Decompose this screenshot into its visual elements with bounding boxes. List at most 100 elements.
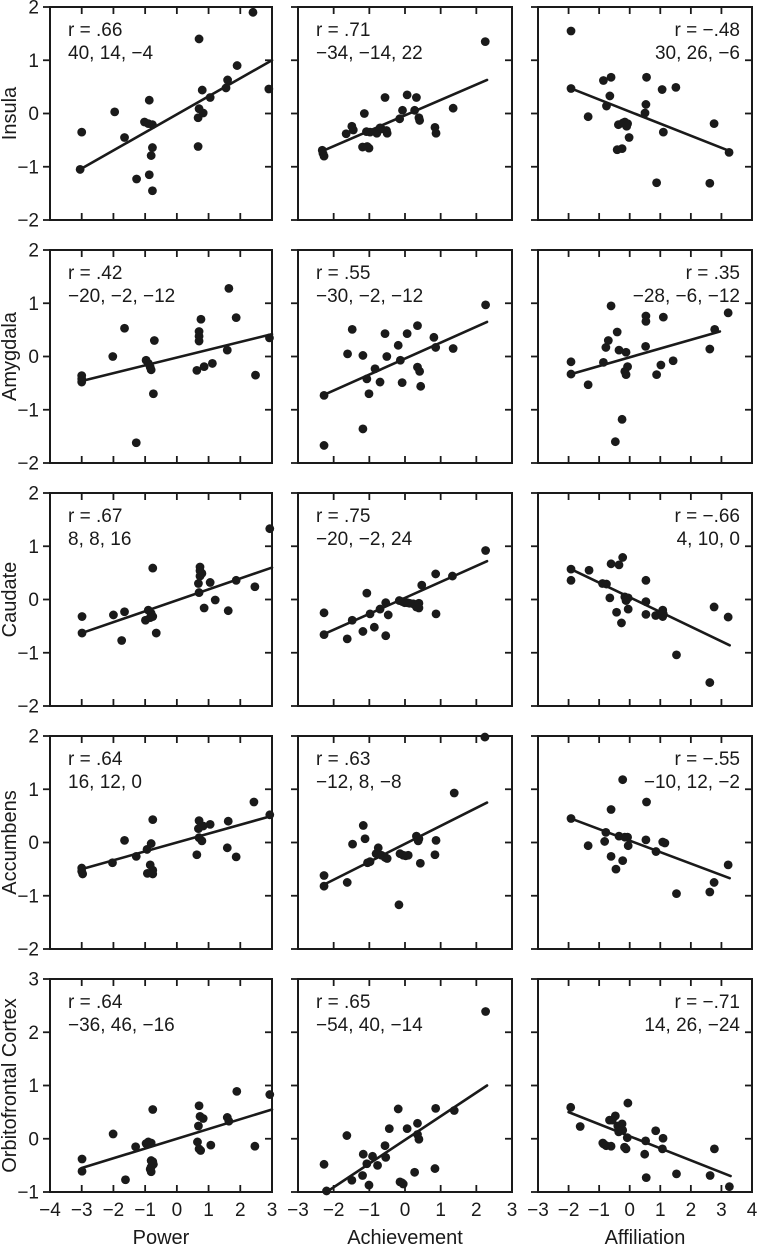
data-point bbox=[380, 93, 390, 102]
data-point bbox=[77, 127, 87, 137]
correlation-annotation: r = .63 bbox=[316, 749, 370, 770]
data-point bbox=[640, 108, 650, 118]
data-point bbox=[429, 332, 439, 342]
coordinates-annotation: 40, 14, −4 bbox=[68, 43, 153, 64]
panel-amygdala-achievement: r = .55−30, −2, −12 bbox=[291, 249, 513, 464]
data-point bbox=[566, 84, 576, 93]
data-point bbox=[205, 578, 215, 587]
data-point bbox=[120, 133, 129, 142]
data-point bbox=[403, 850, 413, 860]
x-tick-label: 2 bbox=[471, 1200, 482, 1221]
x-tick-label: 3 bbox=[267, 1200, 278, 1221]
data-point bbox=[224, 283, 234, 293]
data-point bbox=[658, 312, 668, 322]
data-point bbox=[196, 1146, 206, 1155]
data-point bbox=[232, 1086, 242, 1096]
data-point bbox=[611, 864, 621, 874]
data-point bbox=[600, 837, 610, 846]
correlation-annotation: r = .64 bbox=[68, 992, 123, 1013]
data-point bbox=[394, 900, 404, 910]
x-tick-label: −1 bbox=[358, 1200, 380, 1221]
data-point bbox=[710, 324, 720, 334]
data-point bbox=[617, 414, 627, 424]
data-point bbox=[623, 832, 632, 842]
regression-line bbox=[569, 567, 731, 647]
data-point bbox=[192, 365, 202, 375]
data-point bbox=[410, 1167, 420, 1177]
data-point bbox=[612, 327, 622, 337]
data-point bbox=[431, 128, 441, 138]
data-point bbox=[709, 878, 719, 887]
coordinates-annotation: 8, 8, 16 bbox=[68, 529, 131, 550]
column-axis-title: Achievement bbox=[347, 1227, 463, 1248]
data-point bbox=[414, 603, 424, 613]
data-point bbox=[622, 121, 632, 131]
y-tick-label: 3 bbox=[28, 970, 39, 991]
data-point bbox=[671, 83, 681, 92]
y-tick-label: 1 bbox=[28, 780, 39, 801]
regression-line bbox=[322, 559, 489, 636]
data-point bbox=[605, 593, 615, 603]
data-point bbox=[621, 596, 631, 605]
coordinates-annotation: −30, −2, −12 bbox=[316, 286, 423, 307]
data-point bbox=[599, 76, 608, 85]
data-point bbox=[380, 329, 390, 339]
data-point bbox=[393, 1104, 403, 1114]
regression-line bbox=[80, 566, 274, 635]
data-point bbox=[194, 1101, 204, 1111]
data-point bbox=[672, 889, 681, 899]
y-tick-label: 0 bbox=[28, 104, 39, 125]
data-point bbox=[319, 630, 329, 640]
data-point bbox=[319, 881, 329, 891]
data-point bbox=[672, 1169, 681, 1179]
data-point bbox=[77, 1166, 87, 1176]
data-point bbox=[624, 133, 634, 142]
correlation-annotation: r = .42 bbox=[68, 263, 122, 284]
data-point bbox=[397, 378, 407, 387]
correlation-annotation: r = .55 bbox=[316, 263, 370, 284]
data-point bbox=[606, 851, 616, 861]
data-point bbox=[641, 316, 651, 326]
data-point bbox=[232, 61, 242, 70]
data-point bbox=[641, 610, 651, 619]
data-point bbox=[618, 856, 628, 866]
data-point bbox=[193, 142, 203, 151]
coordinates-annotation: −28, −6, −12 bbox=[633, 286, 740, 307]
data-point bbox=[622, 1133, 632, 1143]
data-point bbox=[640, 1149, 650, 1159]
data-point bbox=[413, 321, 422, 331]
data-point bbox=[398, 105, 407, 115]
data-point bbox=[148, 563, 158, 573]
y-tick-label: −1 bbox=[17, 1183, 39, 1204]
data-point bbox=[618, 553, 628, 562]
data-point bbox=[221, 83, 231, 93]
data-point bbox=[410, 105, 420, 115]
data-point bbox=[121, 1175, 130, 1185]
data-point bbox=[141, 615, 150, 625]
x-tick-label: 2 bbox=[235, 1200, 246, 1221]
data-point bbox=[652, 370, 662, 380]
data-point bbox=[380, 1141, 390, 1151]
y-tick-label: −1 bbox=[17, 643, 39, 664]
data-point bbox=[364, 1180, 374, 1190]
data-point bbox=[207, 359, 217, 368]
data-point bbox=[383, 610, 393, 620]
correlation-annotation: r = .75 bbox=[316, 506, 370, 527]
data-point bbox=[598, 579, 607, 588]
data-point bbox=[193, 1137, 202, 1147]
correlation-annotation: r = .65 bbox=[316, 992, 370, 1013]
data-point bbox=[705, 678, 715, 687]
data-point bbox=[78, 869, 88, 879]
data-point bbox=[449, 1106, 459, 1115]
coordinates-annotation: −10, 12, −2 bbox=[644, 772, 740, 793]
data-point bbox=[77, 1154, 87, 1164]
data-point bbox=[148, 120, 157, 130]
data-point bbox=[248, 7, 258, 17]
data-point bbox=[75, 165, 85, 174]
y-tick-label: −1 bbox=[17, 886, 39, 907]
regression-line bbox=[321, 801, 489, 887]
data-point bbox=[194, 336, 204, 346]
data-point bbox=[348, 125, 358, 135]
panel-caudate-affiliation: r = −.664, 10, 0 bbox=[531, 492, 753, 707]
